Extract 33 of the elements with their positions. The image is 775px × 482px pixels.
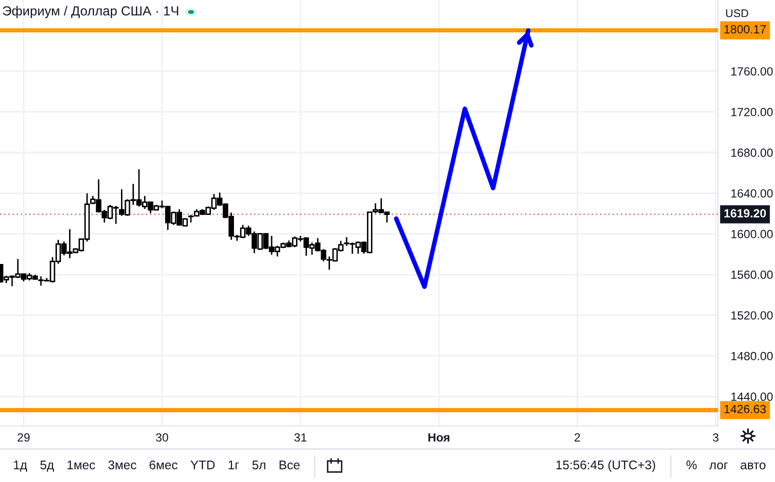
- x-tick-label: 2: [574, 433, 580, 442]
- y-tick-label: 1720.00: [731, 108, 773, 116]
- y-tick-label: 1640.00: [731, 189, 773, 198]
- text: 3мес: [108, 460, 136, 470]
- text: авто: [740, 462, 766, 470]
- x-tick-label: 29: [18, 433, 30, 442]
- y-tick-label: 1560.00: [731, 270, 773, 279]
- text: 5д: [40, 460, 54, 472]
- text: 5л: [252, 460, 266, 470]
- y-tick-label: 1480.00: [731, 352, 773, 360]
- text: лог: [709, 462, 728, 470]
- y-tick-label: 1760.00: [731, 67, 773, 76]
- x-tick-label: 3: [712, 433, 718, 442]
- text: 1г: [228, 460, 239, 470]
- chart-title: Эфириум / Доллар США · 1Ч: [2, 6, 178, 18]
- text: %: [686, 460, 697, 470]
- text: 1д: [14, 460, 28, 472]
- x-tick-label: Ноя: [428, 433, 450, 442]
- ref-line-label: 1800.17: [724, 25, 766, 34]
- ref-line-label: 1426.63: [724, 404, 766, 414]
- y-tick-label: 1520.00: [731, 311, 773, 320]
- x-tick-label: 30: [156, 433, 168, 442]
- text: YTD: [190, 460, 215, 470]
- y-tick-label: 1440.00: [731, 392, 773, 401]
- x-tick-label: 31: [294, 433, 306, 442]
- ref-line-label: 1619.20: [724, 209, 766, 218]
- text: 15:56:45 (UTC+3): [556, 460, 656, 472]
- y-axis-title: USD: [726, 9, 748, 18]
- y-tick-label: 1600.00: [731, 230, 773, 238]
- y-tick-label: 1680.00: [731, 148, 773, 157]
- text: 6мес: [150, 460, 178, 470]
- text: Все: [280, 460, 300, 470]
- text: 1мес: [68, 460, 96, 470]
